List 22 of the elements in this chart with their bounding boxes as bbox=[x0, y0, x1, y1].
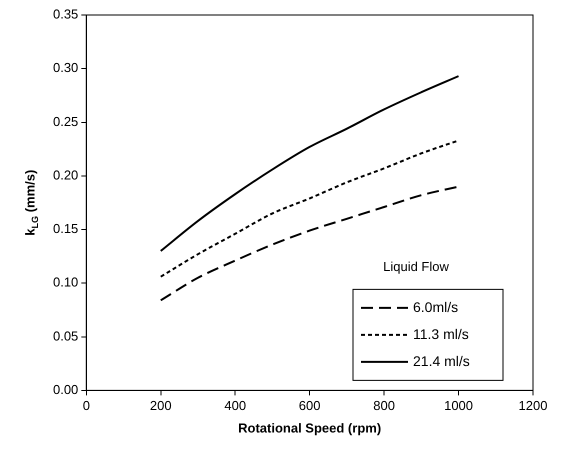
x-tick-label: 400 bbox=[224, 398, 246, 413]
x-tick-label: 1200 bbox=[518, 398, 548, 413]
legend-label: 6.0ml/s bbox=[413, 298, 458, 315]
legend-label: 21.4 ml/s bbox=[413, 352, 470, 369]
y-tick-label: 0.35 bbox=[52, 6, 78, 22]
y-tick-label: 0.10 bbox=[52, 274, 78, 290]
x-tick-label: 600 bbox=[298, 398, 320, 413]
x-tick-label: 800 bbox=[373, 398, 395, 413]
line-series bbox=[160, 75, 460, 252]
y-axis-title: kLG (mm/s) bbox=[22, 170, 40, 236]
legend-title: Liquid Flow bbox=[383, 258, 450, 274]
y-tick-label: 0.20 bbox=[52, 167, 78, 182]
y-tick-label: 0.05 bbox=[52, 328, 78, 344]
x-tick-label: 1000 bbox=[444, 398, 474, 413]
legend-label: 11.3 ml/s bbox=[413, 326, 469, 342]
y-tick-label: 0.00 bbox=[52, 382, 78, 397]
y-tick-label: 0.30 bbox=[52, 60, 78, 76]
y-tick-label: 0.15 bbox=[52, 221, 78, 236]
y-tick-label: 0.25 bbox=[52, 114, 78, 129]
x-tick-label: 200 bbox=[150, 398, 172, 413]
x-tick-label: 0 bbox=[82, 398, 90, 413]
x-axis-title: Rotational Speed (rpm) bbox=[238, 420, 382, 436]
